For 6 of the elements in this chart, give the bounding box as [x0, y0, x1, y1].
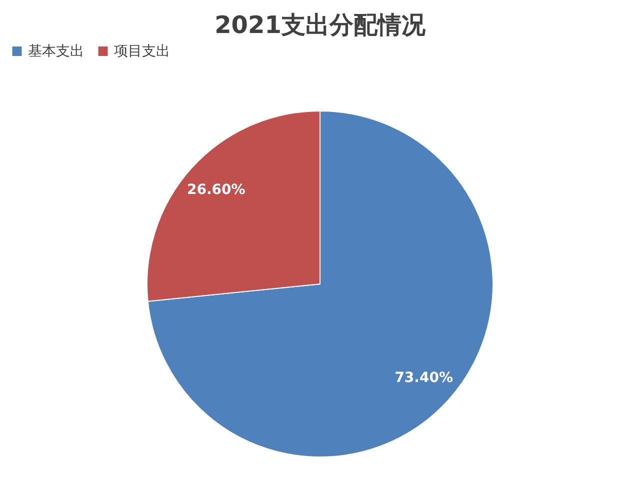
legend-label: 基本支出	[28, 43, 84, 60]
data-label: 73.40%	[394, 370, 453, 386]
chart-title: 2021支出分配情况	[214, 11, 426, 39]
data-label: 26.60%	[187, 182, 246, 198]
legend-label: 项目支出	[114, 43, 170, 60]
pie-slice	[147, 110, 494, 458]
